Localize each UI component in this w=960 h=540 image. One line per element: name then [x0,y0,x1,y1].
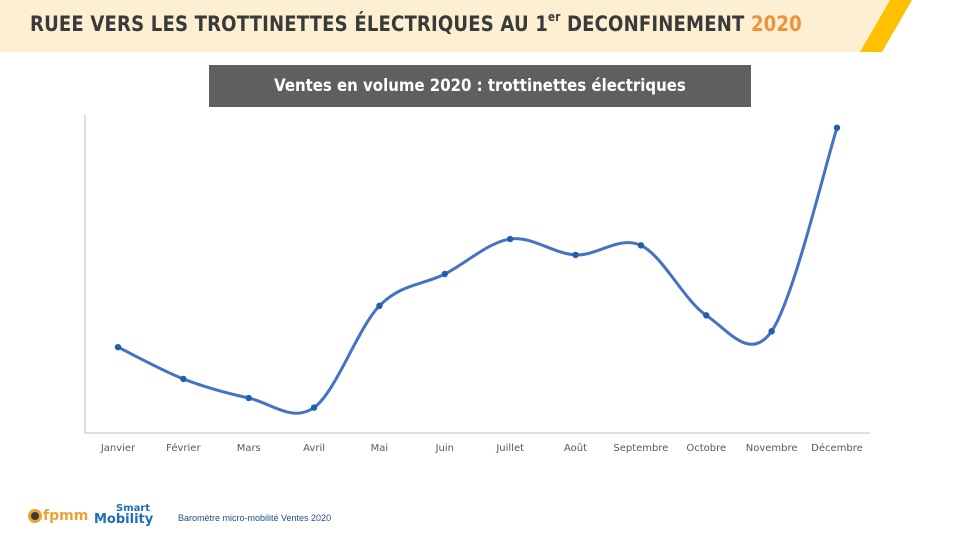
x-tick-label: Janvier [100,443,136,454]
data-point-novembre [768,328,775,335]
title-main: RUEE VERS LES TROTTINETTES ÉLECTRIQUES A… [30,12,549,36]
wheel-icon [28,509,42,523]
chart-title: Ventes en volume 2020 : trottinettes éle… [274,76,686,96]
x-tick-label: Juillet [495,443,524,454]
footer-caption: Baromètre micro-mobilité Ventes 2020 [178,513,332,523]
x-tick-label: Novembre [746,443,798,454]
smart-logo-line1: Smart [116,503,151,514]
x-tick-label: Mai [371,443,389,454]
x-tick-label: Juin [435,443,454,454]
x-tick-label: Septembre [613,443,668,454]
line-chart: Janvier Février Mars Avril Mai Juin Juillet Aoû… [84,115,870,454]
x-tick-label: Mars [237,443,261,454]
header-band: RUEE VERS LES TROTTINETTES ÉLECTRIQUES A… [0,0,960,52]
data-point-juillet [506,235,514,243]
data-point-août [572,251,579,259]
markers-group [114,124,841,411]
fpmm-logo: fpmm [28,508,88,524]
data-point-mars [245,394,252,402]
data-point-janvier [114,343,122,351]
data-point-septembre [637,242,645,249]
title-superscript: er [548,10,561,24]
x-tick-label: Avril [303,443,325,454]
x-tick-label: Décembre [811,442,863,454]
fpmm-logo-text: fpmm [43,508,89,524]
x-tick-labels: Janvier Février Mars Avril Mai Juin Juillet Aoû… [100,442,863,454]
header-fill [0,0,890,52]
x-tick-label: Février [166,442,201,454]
data-point-octobre [703,312,710,319]
chart-title-box: Ventes en volume 2020 : trottinettes éle… [209,65,751,107]
data-point-février [180,375,187,383]
page-title: RUEE VERS LES TROTTINETTES ÉLECTRIQUES A… [30,10,802,36]
series-line [117,127,839,415]
smart-mobility-logo: Smart Mobility [94,503,154,527]
title-rest: DECONFINEMENT [560,12,751,36]
x-tick-label: Octobre [686,443,726,454]
header-background [0,0,912,52]
smart-logo-line2: Mobility [94,512,154,527]
data-point-avril [310,404,318,411]
data-point-juin [441,270,449,278]
x-tick-label: Août [564,442,587,454]
title-year: 2020 [750,12,802,36]
data-point-mai [376,302,383,309]
header-stripe [860,0,912,52]
footer: fpmm Smart Mobility Baromètre micro-mobi… [0,500,960,540]
data-point-décembre [833,124,841,131]
